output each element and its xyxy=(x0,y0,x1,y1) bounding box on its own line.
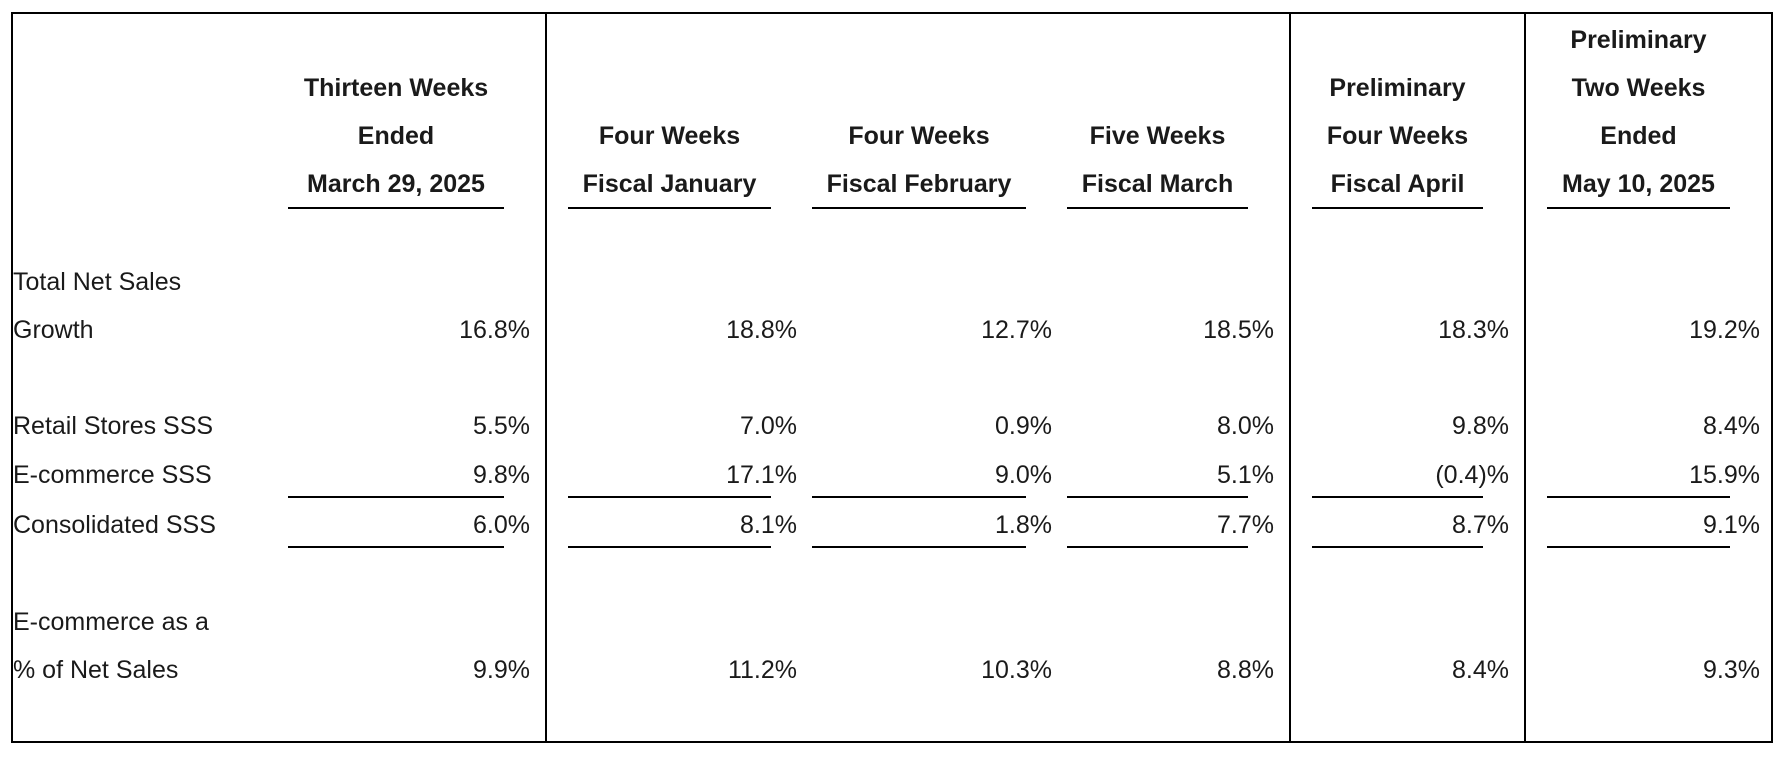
column-header-fiscal-april: Preliminary Four Weeks Fiscal April xyxy=(1312,64,1483,208)
cell-ecommerce-sss-fiscal-march: 5.1% xyxy=(1217,461,1274,489)
cell-ecommerce-sss-fiscal-january: 17.1% xyxy=(726,461,797,489)
column-divider xyxy=(545,12,547,743)
cell-total-net-sales-thirteen-weeks: 16.8% xyxy=(459,316,530,344)
column-header-fiscal-january: Four Weeks Fiscal January xyxy=(568,112,771,208)
cell-consolidated-sss-thirteen-weeks: 6.0% xyxy=(473,511,530,539)
cell-retail-sss-fiscal-march: 8.0% xyxy=(1217,412,1274,440)
cell-retail-sss-fiscal-january: 7.0% xyxy=(740,412,797,440)
column-header-thirteen-weeks: Thirteen Weeks Ended March 29, 2025 xyxy=(288,64,504,208)
label-line: Retail Stores SSS xyxy=(13,412,214,440)
column-divider xyxy=(1289,12,1291,743)
row-label-total-net-sales-growth: Total Net Sales Growth xyxy=(13,258,181,354)
header-line: Fiscal March xyxy=(1081,170,1234,198)
label-line: Total Net Sales xyxy=(13,268,182,296)
total-rule xyxy=(1312,546,1483,548)
cell-ecommerce-share-thirteen-weeks: 9.9% xyxy=(473,656,530,684)
cell-ecommerce-share-fiscal-february: 10.3% xyxy=(981,656,1052,684)
total-rule xyxy=(1547,546,1730,548)
label-line: Growth xyxy=(13,316,94,344)
row-label-ecommerce-share: E-commerce as a % of Net Sales xyxy=(13,598,209,694)
header-underline xyxy=(568,207,771,209)
header-underline xyxy=(1547,207,1730,209)
subtotal-rule xyxy=(1067,496,1248,498)
subtotal-rule xyxy=(1312,496,1483,498)
cell-ecommerce-share-fiscal-april: 8.4% xyxy=(1452,656,1509,684)
subtotal-rule xyxy=(288,496,504,498)
cell-total-net-sales-two-weeks: 19.2% xyxy=(1689,316,1760,344)
header-line: Fiscal February xyxy=(826,170,1012,198)
row-label-consolidated-sss: Consolidated SSS xyxy=(13,501,216,549)
cell-total-net-sales-fiscal-january: 18.8% xyxy=(726,316,797,344)
column-divider xyxy=(1524,12,1526,743)
cell-consolidated-sss-fiscal-february: 1.8% xyxy=(995,511,1052,539)
cell-ecommerce-sss-fiscal-february: 9.0% xyxy=(995,461,1052,489)
label-line: E-commerce as a xyxy=(13,608,209,636)
cell-ecommerce-sss-fiscal-april: (0.4)% xyxy=(1435,461,1509,489)
subtotal-rule xyxy=(812,496,1026,498)
header-line: Fiscal April xyxy=(1330,170,1465,198)
header-line: Thirteen Weeks xyxy=(303,74,489,102)
cell-retail-sss-two-weeks: 8.4% xyxy=(1703,412,1760,440)
cell-consolidated-sss-fiscal-april: 8.7% xyxy=(1452,511,1509,539)
subtotal-rule xyxy=(568,496,771,498)
header-underline xyxy=(812,207,1026,209)
cell-total-net-sales-fiscal-february: 12.7% xyxy=(981,316,1052,344)
cell-consolidated-sss-two-weeks: 9.1% xyxy=(1703,511,1760,539)
cell-ecommerce-share-fiscal-january: 11.2% xyxy=(727,656,797,684)
total-rule xyxy=(288,546,504,548)
column-header-fiscal-march: Five Weeks Fiscal March xyxy=(1067,112,1248,208)
cell-total-net-sales-fiscal-march: 18.5% xyxy=(1203,316,1274,344)
cell-ecommerce-sss-thirteen-weeks: 9.8% xyxy=(473,461,530,489)
cell-consolidated-sss-fiscal-march: 7.7% xyxy=(1217,511,1274,539)
header-line: Five Weeks xyxy=(1089,122,1226,150)
label-line: E-commerce SSS xyxy=(13,461,212,489)
sales-table-frame xyxy=(11,12,1773,743)
header-line: Ended xyxy=(357,122,435,150)
header-line: May 10, 2025 xyxy=(1562,170,1715,198)
cell-retail-sss-fiscal-april: 9.8% xyxy=(1452,412,1509,440)
label-line: Consolidated SSS xyxy=(13,511,216,539)
header-line: March 29, 2025 xyxy=(307,170,485,198)
cell-ecommerce-share-two-weeks: 9.3% xyxy=(1703,656,1760,684)
cell-retail-sss-thirteen-weeks: 5.5% xyxy=(473,412,530,440)
header-line: Preliminary xyxy=(1570,26,1707,54)
subtotal-rule xyxy=(1547,496,1730,498)
label-line: % of Net Sales xyxy=(13,656,179,684)
total-rule xyxy=(812,546,1026,548)
column-header-two-weeks: Preliminary Two Weeks Ended May 10, 2025 xyxy=(1547,16,1730,208)
cell-retail-sss-fiscal-february: 0.9% xyxy=(995,412,1052,440)
header-line: Ended xyxy=(1600,122,1677,150)
total-rule xyxy=(568,546,771,548)
column-header-fiscal-february: Four Weeks Fiscal February xyxy=(812,112,1026,208)
header-line: Two Weeks xyxy=(1571,74,1706,102)
header-line: Preliminary xyxy=(1329,74,1466,102)
cell-ecommerce-share-fiscal-march: 8.8% xyxy=(1217,656,1274,684)
header-line: Four Weeks xyxy=(1326,122,1469,150)
total-rule xyxy=(1067,546,1248,548)
cell-ecommerce-sss-two-weeks: 15.9% xyxy=(1689,461,1760,489)
cell-total-net-sales-fiscal-april: 18.3% xyxy=(1438,316,1509,344)
header-line: Fiscal January xyxy=(582,170,757,198)
row-label-ecommerce-sss: E-commerce SSS xyxy=(13,451,212,499)
header-line: Four Weeks xyxy=(848,122,990,150)
header-underline xyxy=(1067,207,1248,209)
header-underline xyxy=(288,207,504,209)
header-underline xyxy=(1312,207,1483,209)
header-line: Four Weeks xyxy=(598,122,741,150)
row-label-retail-stores-sss: Retail Stores SSS xyxy=(13,402,213,450)
cell-consolidated-sss-fiscal-january: 8.1% xyxy=(740,511,797,539)
